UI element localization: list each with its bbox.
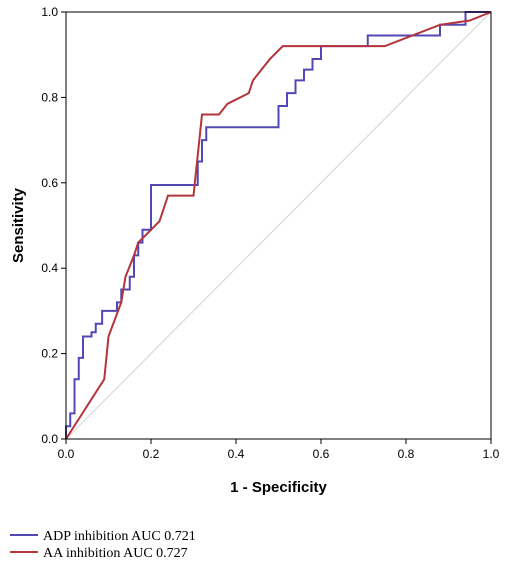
series-line-aa xyxy=(65,11,492,440)
reference-diagonal-layer xyxy=(65,11,492,440)
x-axis-title: 1 - Specificity xyxy=(230,479,327,496)
y-tick-label: 1.0 xyxy=(41,5,58,19)
x-tick-label: 0.0 xyxy=(58,447,75,461)
y-tick-label: 0.8 xyxy=(41,90,58,104)
y-axis-title: Sensitivity xyxy=(10,187,27,263)
x-tick-label: 0.4 xyxy=(228,447,245,461)
y-tick-label: 0.6 xyxy=(41,176,58,190)
reference-diagonal-line xyxy=(65,11,492,440)
x-tick-label: 1.0 xyxy=(483,447,500,461)
legend: ADP inhibition AUC 0.721 AA inhibition AU… xyxy=(10,529,196,561)
plot-area-frame xyxy=(65,11,492,440)
y-tick-label: 0.4 xyxy=(41,261,58,275)
y-tick-label: 0.2 xyxy=(41,347,58,361)
y-axis-ticks: 0.0 0.2 0.4 0.6 0.8 1.0 xyxy=(41,5,66,446)
legend-label-adp: ADP inhibition AUC 0.721 xyxy=(43,529,196,544)
x-tick-label: 0.2 xyxy=(143,447,160,461)
series-layer xyxy=(65,11,492,440)
legend-label-aa: AA inhibition AUC 0.727 xyxy=(43,546,188,561)
x-axis-ticks: 0.0 0.2 0.4 0.6 0.8 1.0 xyxy=(58,439,500,461)
y-tick-label: 0.0 xyxy=(41,432,58,446)
x-tick-label: 0.8 xyxy=(398,447,415,461)
x-tick-label: 0.6 xyxy=(313,447,330,461)
